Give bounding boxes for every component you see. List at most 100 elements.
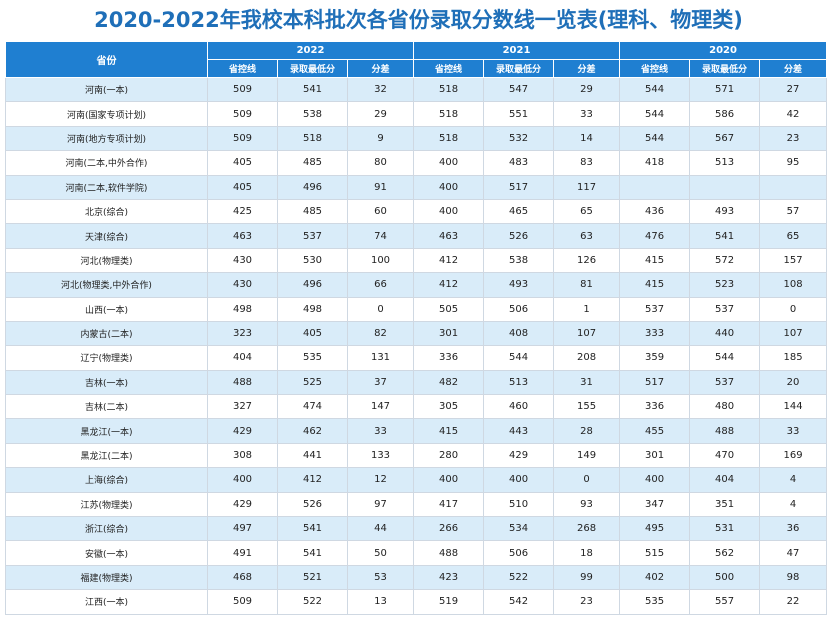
control-line-cell: 509 <box>207 589 278 615</box>
min-score-cell: 465 <box>483 198 555 225</box>
min-score-cell: 544 <box>483 345 555 371</box>
diff-cell: 93 <box>553 491 621 518</box>
province-cell: 河南(一本) <box>5 76 208 103</box>
min-score-cell: 541 <box>277 76 348 103</box>
diff-cell: 100 <box>346 247 415 274</box>
control-line-cell: 544 <box>619 76 691 103</box>
table-header: 省份 2022 2021 2020 省控线 录取最低分 分差 省控线 录取最低分… <box>5 41 828 78</box>
diff-cell: 0 <box>553 467 621 493</box>
diff-cell: 185 <box>759 345 828 371</box>
diff-cell: 107 <box>553 320 621 347</box>
province-cell: 安徽(一本) <box>5 540 208 566</box>
table-row: 北京(综合) 425 485 60 400 465 65 436 493 57 <box>5 198 828 225</box>
diff-cell: 66 <box>346 272 415 298</box>
control-line-cell: 405 <box>207 174 278 200</box>
control-line-cell: 266 <box>413 516 485 542</box>
min-score-cell: 517 <box>483 174 555 200</box>
diff-cell: 63 <box>553 223 621 249</box>
page-title: 2020-2022年我校本科批次各省份录取分数线一览表(理科、物理类) <box>94 8 743 32</box>
control-line-header: 省控线 <box>619 59 691 78</box>
control-line-cell: 518 <box>413 101 485 127</box>
control-line-cell: 509 <box>207 101 278 127</box>
min-score-cell: 351 <box>689 491 761 518</box>
diff-cell: 23 <box>759 125 828 152</box>
min-score-cell: 526 <box>483 223 555 249</box>
control-line-cell: 336 <box>619 394 691 420</box>
year-header-2022: 2022 <box>206 41 415 60</box>
diff-cell: 53 <box>346 564 415 591</box>
control-line-cell: 418 <box>619 150 691 176</box>
min-score-cell: 526 <box>277 491 348 518</box>
control-line-cell: 412 <box>413 247 485 274</box>
min-score-cell: 506 <box>483 540 555 566</box>
min-score-cell: 498 <box>277 296 348 322</box>
min-score-cell: 518 <box>277 125 348 152</box>
province-cell: 黑龙江(二本) <box>5 442 208 469</box>
diff-cell: 99 <box>553 564 621 591</box>
min-score-header: 录取最低分 <box>277 59 348 78</box>
min-score-cell: 510 <box>483 491 555 518</box>
table-row: 内蒙古(二本) 323 405 82 301 408 107 333 440 107 <box>5 320 828 347</box>
min-score-cell: 485 <box>277 150 348 176</box>
province-cell: 吉林(二本) <box>5 394 208 420</box>
control-line-cell: 505 <box>413 296 485 322</box>
table-row: 江苏(物理类) 429 526 97 417 510 93 347 351 4 <box>5 491 828 518</box>
min-score-cell: 404 <box>689 467 761 493</box>
diff-cell: 29 <box>553 76 621 103</box>
diff-cell: 20 <box>759 369 828 396</box>
year-header-2021: 2021 <box>413 41 621 60</box>
diff-cell: 27 <box>759 76 828 103</box>
table-row: 山西(一本) 498 498 0 505 506 1 537 537 0 <box>5 296 828 322</box>
min-score-cell: 541 <box>689 223 761 249</box>
min-score-cell: 443 <box>483 418 555 444</box>
control-line-cell: 544 <box>619 101 691 127</box>
diff-cell: 22 <box>759 589 828 615</box>
control-line-cell: 535 <box>619 589 691 615</box>
control-line-cell: 415 <box>413 418 485 444</box>
diff-cell: 155 <box>553 394 621 420</box>
min-score-cell: 440 <box>689 320 761 347</box>
table-row: 安徽(一本) 491 541 50 488 506 18 515 562 47 <box>5 540 828 566</box>
diff-cell: 9 <box>346 125 415 152</box>
province-cell: 河南(地方专项计划) <box>5 125 208 152</box>
control-line-cell: 463 <box>207 223 278 249</box>
min-score-cell: 493 <box>483 272 555 298</box>
diff-cell: 144 <box>759 394 828 420</box>
diff-cell: 82 <box>346 320 415 347</box>
min-score-cell: 538 <box>483 247 555 274</box>
min-score-cell: 525 <box>277 369 348 396</box>
province-cell: 上海(综合) <box>5 467 208 493</box>
control-line-cell: 400 <box>413 198 485 225</box>
control-line-cell: 400 <box>413 174 485 200</box>
control-line-cell: 515 <box>619 540 691 566</box>
diff-cell: 147 <box>346 394 415 420</box>
control-line-cell: 518 <box>413 76 485 103</box>
control-line-cell: 305 <box>413 394 485 420</box>
diff-cell: 268 <box>553 516 621 542</box>
diff-cell: 108 <box>759 272 828 298</box>
min-score-cell: 441 <box>277 442 348 469</box>
control-line-cell: 415 <box>619 272 691 298</box>
diff-cell: 1 <box>553 296 621 322</box>
diff-cell: 117 <box>553 174 621 200</box>
diff-cell: 0 <box>346 296 415 322</box>
diff-cell <box>759 174 828 200</box>
min-score-cell: 537 <box>689 369 761 396</box>
control-line-cell: 347 <box>619 491 691 518</box>
control-line-cell: 488 <box>207 369 278 396</box>
min-score-cell: 474 <box>277 394 348 420</box>
min-score-cell: 586 <box>689 101 761 127</box>
min-score-cell: 562 <box>689 540 761 566</box>
control-line-cell: 476 <box>619 223 691 249</box>
control-line-cell: 412 <box>413 272 485 298</box>
diff-cell: 33 <box>759 418 828 444</box>
min-score-cell: 523 <box>689 272 761 298</box>
min-score-cell: 522 <box>483 564 555 591</box>
min-score-cell: 531 <box>689 516 761 542</box>
control-line-cell: 509 <box>207 125 278 152</box>
province-cell: 河南(国家专项计划) <box>5 101 208 127</box>
control-line-cell: 400 <box>413 467 485 493</box>
diff-cell: 36 <box>759 516 828 542</box>
min-score-cell: 530 <box>277 247 348 274</box>
control-line-cell: 400 <box>413 150 485 176</box>
